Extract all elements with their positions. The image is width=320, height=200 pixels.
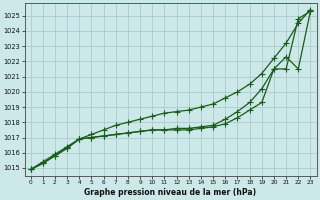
X-axis label: Graphe pression niveau de la mer (hPa): Graphe pression niveau de la mer (hPa) [84, 188, 257, 197]
